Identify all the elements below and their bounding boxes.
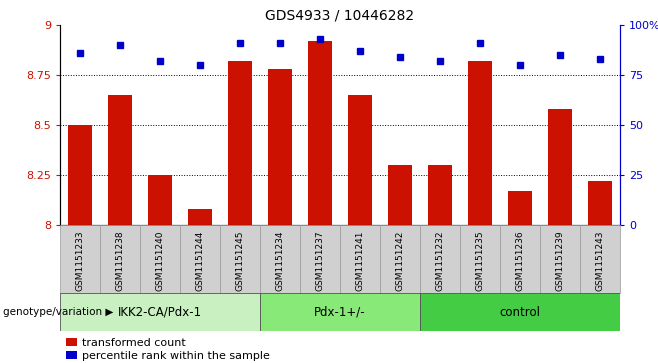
Bar [60,225,100,293]
Bar [180,225,220,293]
Bar [300,225,340,293]
Text: GSM1151235: GSM1151235 [476,231,484,291]
Bar [260,225,300,293]
Text: GSM1151238: GSM1151238 [116,231,124,291]
Bar [140,225,180,293]
Bar [428,165,452,225]
Bar [500,225,540,293]
Bar [148,175,172,225]
Bar [60,293,260,331]
Text: IKK2-CA/Pdx-1: IKK2-CA/Pdx-1 [118,306,202,318]
Bar [308,41,332,225]
Text: genotype/variation ▶: genotype/variation ▶ [3,307,114,317]
Bar [420,293,620,331]
Bar [508,191,532,225]
Title: GDS4933 / 10446282: GDS4933 / 10446282 [265,8,415,23]
Bar [268,69,292,225]
Bar [188,209,212,225]
Bar [260,293,420,331]
Bar [340,225,380,293]
Bar [348,95,372,225]
Bar [580,225,620,293]
Text: GSM1151244: GSM1151244 [195,231,205,291]
Text: control: control [499,306,540,318]
Text: GSM1151237: GSM1151237 [315,231,324,291]
Text: GSM1151245: GSM1151245 [236,231,245,291]
Text: GSM1151236: GSM1151236 [515,231,524,291]
Text: GSM1151239: GSM1151239 [555,231,565,291]
Text: GSM1151234: GSM1151234 [276,231,284,291]
Bar [588,181,612,225]
Text: Pdx-1+/-: Pdx-1+/- [314,306,366,318]
Bar [540,225,580,293]
Bar [68,125,92,225]
Bar [100,225,140,293]
Bar [380,225,420,293]
Bar [468,61,492,225]
Bar [388,165,412,225]
Bar [220,225,260,293]
Text: GSM1151240: GSM1151240 [155,231,164,291]
Text: GSM1151243: GSM1151243 [595,231,605,291]
Legend: transformed count, percentile rank within the sample: transformed count, percentile rank withi… [66,338,270,361]
Bar [548,109,572,225]
Text: GSM1151232: GSM1151232 [436,231,445,291]
Bar [108,95,132,225]
Bar [420,225,460,293]
Bar [228,61,252,225]
Bar [460,225,500,293]
Text: GSM1151242: GSM1151242 [395,231,405,291]
Text: GSM1151233: GSM1151233 [76,231,84,291]
Text: GSM1151241: GSM1151241 [355,231,365,291]
